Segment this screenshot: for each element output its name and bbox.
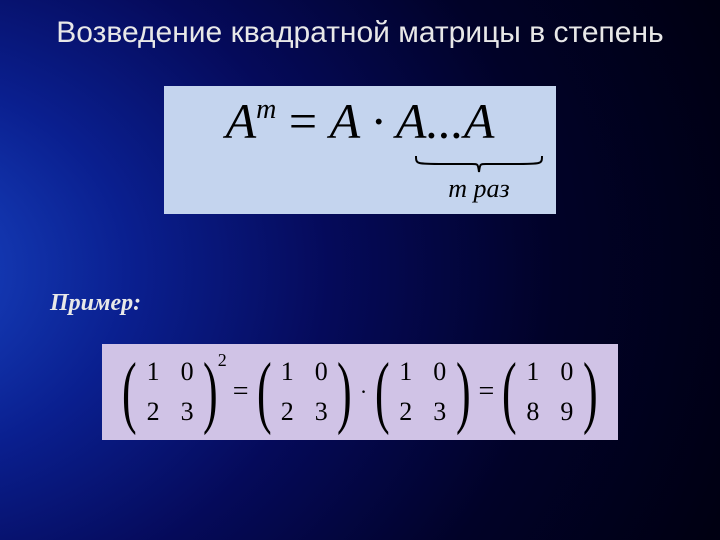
matrix-cell: 0: [432, 359, 448, 385]
matrix-cell: 0: [559, 359, 575, 385]
matrix-cell: 1: [279, 359, 295, 385]
formula-lhs-exp: m: [256, 94, 276, 125]
formula-box: Am = A · A...A m раз: [164, 86, 556, 214]
equals-sign: =: [478, 376, 494, 408]
slide-title: Возведение квадратной матрицы в степень: [0, 16, 720, 50]
matrix-exponent: 2: [218, 350, 227, 371]
matrix-cell: 2: [279, 399, 295, 425]
matrix-cell: 3: [179, 399, 195, 425]
matrix-cell: 1: [145, 359, 161, 385]
formula-eq: =: [276, 93, 329, 149]
matrix-A-grid-3: 1 0 2 3: [398, 359, 448, 425]
formula-brace-label: m раз: [414, 174, 544, 204]
matrix-cell: 0: [179, 359, 195, 385]
matrix-cell: 9: [559, 399, 575, 425]
matrix-cell: 8: [525, 399, 541, 425]
paren-right-icon: ): [203, 352, 218, 432]
paren-right-icon: ): [337, 352, 352, 432]
formula-rhs: A · A...A: [330, 93, 495, 149]
dot-operator: ·: [360, 379, 367, 405]
matrix-cell: 3: [313, 399, 329, 425]
matrix-A-grid-2: 1 0 2 3: [279, 359, 329, 425]
equals-sign: =: [233, 376, 249, 408]
paren-left-icon: (: [122, 352, 137, 432]
matrix-A-squared: ( 1 0 2 3 ): [116, 352, 223, 432]
matrix-cell: 2: [145, 399, 161, 425]
example-label: Пример:: [50, 290, 141, 317]
matrix-A-copy-2: ( 1 0 2 3 ): [369, 352, 476, 432]
slide: Возведение квадратной матрицы в степень …: [0, 0, 720, 540]
paren-right-icon: ): [583, 352, 598, 432]
example-box: ( 1 0 2 3 ) 2 = ( 1 0 2 3 ): [102, 344, 618, 440]
matrix-A-copy-1: ( 1 0 2 3 ): [251, 352, 358, 432]
matrix-cell: 1: [525, 359, 541, 385]
paren-left-icon: (: [375, 352, 390, 432]
matrix-equation: ( 1 0 2 3 ) 2 = ( 1 0 2 3 ): [102, 344, 618, 440]
matrix-cell: 3: [432, 399, 448, 425]
formula-lhs-base: A: [226, 93, 257, 149]
paren-left-icon: (: [257, 352, 272, 432]
underbrace-icon: [414, 154, 544, 176]
formula-main: Am = A · A...A: [164, 92, 556, 150]
matrix-A-grid-1: 1 0 2 3: [145, 359, 195, 425]
matrix-result: ( 1 0 8 9 ): [496, 352, 603, 432]
matrix-cell: 1: [398, 359, 414, 385]
matrix-result-grid: 1 0 8 9: [525, 359, 575, 425]
matrix-cell: 0: [313, 359, 329, 385]
paren-right-icon: ): [456, 352, 471, 432]
paren-left-icon: (: [502, 352, 517, 432]
matrix-cell: 2: [398, 399, 414, 425]
